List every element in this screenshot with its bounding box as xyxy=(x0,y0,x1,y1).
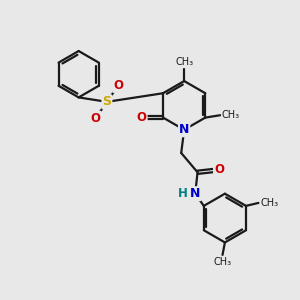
Text: N: N xyxy=(190,187,200,200)
Text: O: O xyxy=(214,164,224,176)
Text: CH₃: CH₃ xyxy=(214,257,232,267)
Text: O: O xyxy=(113,79,123,92)
Text: CH₃: CH₃ xyxy=(260,198,278,208)
Text: O: O xyxy=(91,112,100,125)
Text: O: O xyxy=(137,111,147,124)
Text: CH₃: CH₃ xyxy=(175,57,193,67)
Text: N: N xyxy=(179,123,189,136)
Text: CH₃: CH₃ xyxy=(222,110,240,120)
Text: S: S xyxy=(102,95,111,108)
Text: H: H xyxy=(178,187,188,200)
